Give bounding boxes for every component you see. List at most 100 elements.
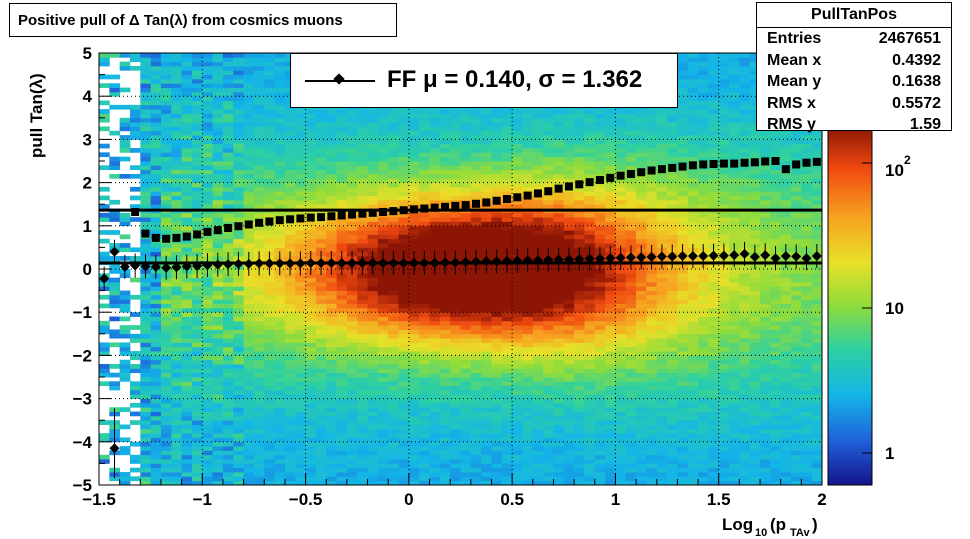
heatmap-cell <box>295 247 306 253</box>
heatmap-cell <box>481 385 492 391</box>
heatmap-cell <box>439 433 451 438</box>
heatmap-cell <box>284 377 296 382</box>
heatmap-cell <box>140 126 152 132</box>
heatmap-cell <box>243 472 255 477</box>
heatmap-cell <box>305 195 317 201</box>
heatmap-cell <box>346 191 358 196</box>
heatmap-cell <box>202 161 214 166</box>
heatmap-cell <box>636 454 647 460</box>
heatmap-cell <box>181 329 193 335</box>
heatmap-cell <box>181 467 193 473</box>
heatmap-cell <box>305 480 317 485</box>
heatmap-cell <box>470 372 482 378</box>
heatmap-cell <box>501 316 513 322</box>
heatmap-cell <box>450 381 461 387</box>
heatmap-cell <box>326 273 337 279</box>
heatmap-cell <box>532 433 544 438</box>
heatmap-cell <box>584 294 596 300</box>
heatmap-cell <box>109 217 121 222</box>
heatmap-cell <box>264 450 275 456</box>
heatmap-cell <box>336 143 348 149</box>
heatmap-cell <box>481 294 492 300</box>
heatmap-cell <box>202 217 214 222</box>
heatmap-cell <box>522 139 534 145</box>
heatmap-cell <box>512 290 523 296</box>
heatmap-cell <box>367 294 379 300</box>
heatmap-cell <box>315 480 327 485</box>
heatmap-cell <box>439 143 451 149</box>
heatmap-cell <box>460 122 472 127</box>
heatmap-cell <box>470 169 482 175</box>
heatmap-cell <box>574 152 585 158</box>
heatmap-cell <box>243 303 255 309</box>
heatmap-cell <box>522 433 534 438</box>
heatmap-cell <box>160 467 172 473</box>
heatmap-cell <box>357 437 368 443</box>
heatmap-cell <box>408 234 420 240</box>
heatmap-cell <box>429 437 441 443</box>
heatmap-cell <box>243 139 255 145</box>
heatmap-cell <box>419 281 430 287</box>
heatmap-cell <box>388 402 399 408</box>
heatmap-cell <box>439 286 451 291</box>
heatmap-cell <box>605 156 616 162</box>
heatmap-cell <box>450 225 461 231</box>
heatmap-cell <box>150 286 162 291</box>
heatmap-cell <box>264 178 275 183</box>
heatmap-cell <box>574 212 585 218</box>
heatmap-cell <box>574 286 585 291</box>
heatmap-cell <box>305 156 317 162</box>
heatmap-cell <box>150 338 162 343</box>
heatmap-cell <box>522 113 534 119</box>
heatmap-cell <box>202 113 214 119</box>
heatmap-cell <box>253 195 265 201</box>
heatmap-cell <box>615 433 627 438</box>
heatmap-cell <box>543 169 554 175</box>
heatmap-cell <box>315 191 327 196</box>
heatmap-cell <box>346 325 358 330</box>
heatmap-cell <box>191 446 203 451</box>
heatmap-cell <box>439 212 451 218</box>
heatmap-cell <box>315 381 327 387</box>
heatmap-cell <box>398 476 410 482</box>
heatmap-cell <box>605 454 616 460</box>
heatmap-cell <box>295 186 306 192</box>
heatmap-cell <box>212 342 224 348</box>
heatmap-cell <box>326 424 337 430</box>
heatmap-cell <box>171 338 183 343</box>
heatmap-cell <box>222 277 234 283</box>
heatmap-cell <box>253 351 265 356</box>
heatmap-cell <box>429 165 441 171</box>
heatmap-cell <box>460 217 472 222</box>
heatmap-cell <box>625 368 637 374</box>
heatmap-cell <box>160 152 172 158</box>
heatmap-cell <box>522 143 534 149</box>
heatmap-cell <box>377 122 389 127</box>
heatmap-cell <box>212 217 224 222</box>
heatmap-cell <box>202 234 214 240</box>
heatmap-cell <box>429 377 441 382</box>
heatmap-cell <box>563 415 575 421</box>
heatmap-cell <box>171 294 183 300</box>
heatmap-cell <box>191 135 203 140</box>
heatmap-cell <box>295 407 306 412</box>
heatmap-cell <box>191 407 203 412</box>
heatmap-cell <box>470 385 482 391</box>
heatmap-cell <box>160 173 172 179</box>
heatmap-cell <box>594 459 606 464</box>
heatmap-cell <box>222 148 234 153</box>
heatmap-cell <box>470 467 482 473</box>
heatmap-cell <box>233 53 244 58</box>
heatmap-cell <box>243 320 255 326</box>
heatmap-cell <box>429 135 441 140</box>
heatmap-cell <box>594 338 606 343</box>
heatmap-cell <box>346 480 358 485</box>
heatmap-cell <box>222 377 234 382</box>
heatmap-cell <box>171 113 183 119</box>
heatmap-cell <box>543 126 554 132</box>
heatmap-cell <box>460 273 472 279</box>
heatmap-cell <box>119 104 131 110</box>
heatmap-cell <box>522 441 534 447</box>
heatmap-cell <box>357 117 368 123</box>
heatmap-cell <box>563 299 575 304</box>
